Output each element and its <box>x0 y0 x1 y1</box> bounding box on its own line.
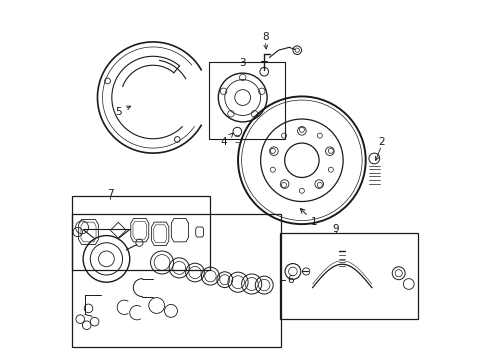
Bar <box>280 233 417 319</box>
Circle shape <box>281 133 286 138</box>
Circle shape <box>317 133 322 138</box>
Text: 6: 6 <box>286 275 293 285</box>
Circle shape <box>281 183 286 188</box>
Bar <box>72 214 281 347</box>
Circle shape <box>327 148 333 153</box>
Text: 8: 8 <box>262 32 268 41</box>
Text: 7: 7 <box>106 189 113 199</box>
Bar <box>72 196 209 270</box>
Circle shape <box>270 167 275 172</box>
Text: 1: 1 <box>300 208 317 227</box>
Circle shape <box>327 167 333 172</box>
Bar <box>209 62 284 139</box>
Text: 4: 4 <box>220 133 232 147</box>
Text: 2: 2 <box>377 137 384 147</box>
Circle shape <box>299 188 304 193</box>
Circle shape <box>317 183 322 188</box>
Circle shape <box>270 148 275 153</box>
Text: 5: 5 <box>115 106 130 117</box>
Text: 9: 9 <box>332 224 339 234</box>
Text: 3: 3 <box>239 58 245 68</box>
Circle shape <box>299 127 304 132</box>
